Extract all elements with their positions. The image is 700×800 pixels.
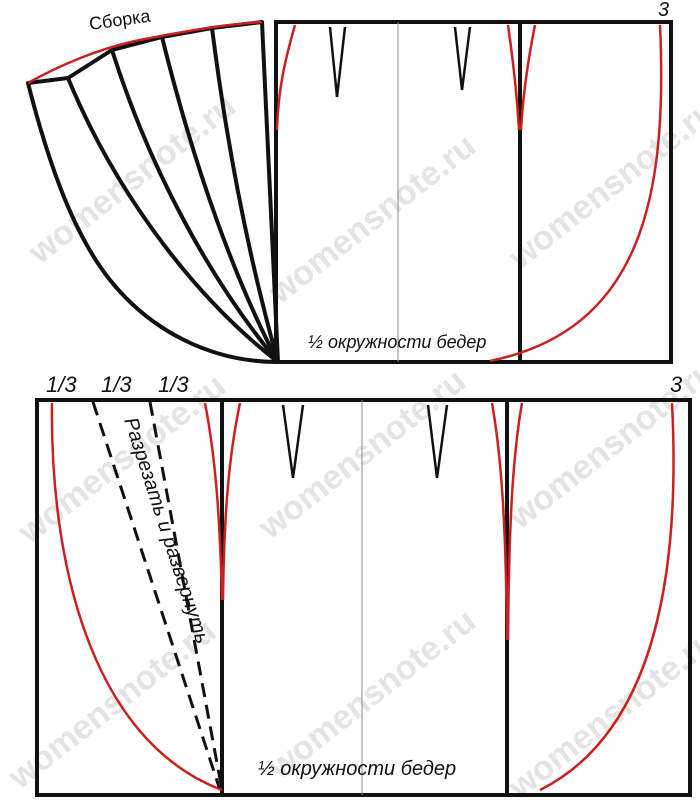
bottom-dart-1 — [281, 404, 305, 479]
fan-piece-2 — [66, 48, 280, 364]
top-curve-mid-right — [519, 24, 537, 131]
watermark-text: womensnote.ru — [261, 127, 483, 312]
watermark-layer: womensnote.ru womensnote.ru womensnote.r… — [1, 87, 700, 800]
fan-piece-4 — [161, 26, 280, 363]
watermark-text: womensnote.ru — [501, 622, 700, 800]
cut-line-1 — [91, 401, 222, 791]
watermark-text: womensnote.ru — [1, 612, 223, 797]
top-corner-number: 3 — [658, 0, 669, 21]
cut-lines — [91, 401, 224, 791]
top-dart-1 — [328, 26, 347, 98]
cut-label: Разрезать и развернуть — [119, 415, 213, 647]
bottom-curve-right — [539, 402, 675, 792]
top-hip-label: ½ окружности бедер — [308, 332, 486, 352]
bottom-curve-mid-left — [490, 402, 509, 641]
top-curve-mid-left — [506, 24, 521, 131]
gather-line — [27, 20, 263, 85]
third-label-3: 1/3 — [158, 372, 189, 397]
bottom-hip-rectangle — [35, 398, 692, 797]
bottom-curve-left-outer — [50, 402, 223, 792]
bottom-hip-label: ½ окружности бедер — [258, 758, 456, 780]
fan-pieces — [26, 20, 280, 364]
bottom-dart-2 — [426, 404, 449, 479]
top-hip-rectangle — [274, 20, 673, 364]
fan-piece-1 — [26, 76, 280, 364]
third-label-2: 1/3 — [101, 372, 132, 397]
bottom-curve-mid-right — [506, 402, 524, 641]
gather-label: Сборка — [88, 5, 153, 34]
thirds-labels: 1/3 1/3 1/3 — [46, 372, 189, 397]
watermark-text: womensnote.ru — [21, 87, 243, 272]
bottom-curve-left-inner — [203, 402, 224, 601]
bottom-curve-panel-left — [221, 402, 242, 601]
top-curve-left — [275, 24, 297, 131]
fan-piece-3 — [111, 35, 280, 363]
top-curve-right — [489, 24, 663, 363]
bottom-corner-number: 3 — [670, 372, 683, 397]
third-label-1: 1/3 — [46, 372, 77, 397]
top-dart-2 — [453, 26, 472, 91]
